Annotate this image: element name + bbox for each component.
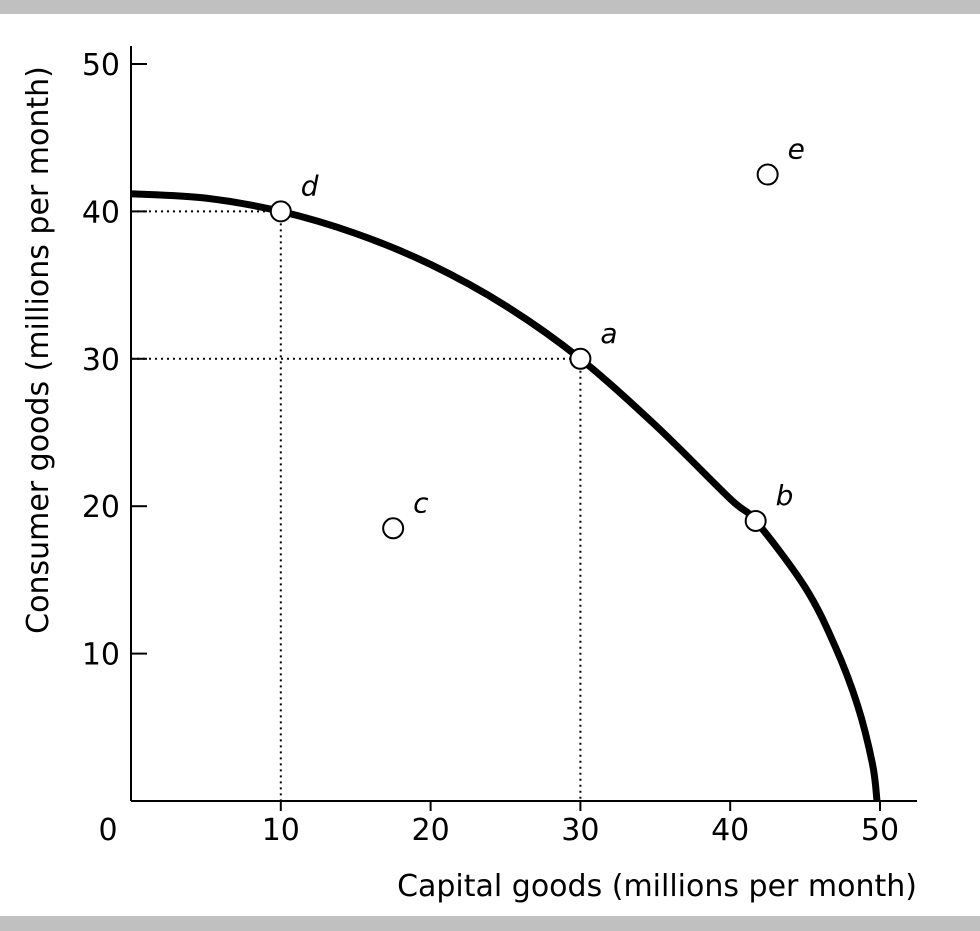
y-tick-label: 20 bbox=[82, 490, 120, 525]
guide-lines bbox=[131, 210, 582, 801]
point-e-label: e bbox=[788, 133, 805, 166]
y-tick-label: 50 bbox=[82, 48, 120, 83]
point-c-label: c bbox=[413, 486, 429, 519]
points-group: a b c d e bbox=[269, 133, 805, 540]
top-border-bar bbox=[0, 0, 980, 14]
y-tick-label: 10 bbox=[82, 638, 120, 673]
point-d-label: d bbox=[301, 169, 319, 202]
x-tick-label: 20 bbox=[412, 813, 450, 848]
point-c-marker bbox=[382, 517, 405, 540]
x-tick-label: 50 bbox=[861, 813, 899, 848]
point-e-marker bbox=[756, 163, 779, 186]
x-axis-title: Capital goods (millions per month) bbox=[397, 869, 917, 904]
y-tick-label: 30 bbox=[82, 343, 120, 378]
axis-ticks: 10 20 30 40 50 10 20 30 40 50 bbox=[82, 48, 899, 848]
origin-label: 0 bbox=[98, 813, 117, 848]
point-a-label: a bbox=[600, 317, 617, 350]
point-b-label: b bbox=[776, 479, 794, 512]
y-axis-title: Consumer goods (millions per month) bbox=[21, 66, 56, 634]
point-d-marker bbox=[269, 200, 292, 223]
ppf-curve bbox=[130, 190, 881, 802]
x-tick-label: 10 bbox=[262, 813, 300, 848]
x-tick-label: 40 bbox=[711, 813, 749, 848]
bottom-border-bar bbox=[0, 916, 980, 931]
point-b-marker bbox=[744, 509, 767, 532]
series-group bbox=[130, 190, 881, 802]
point-a-marker bbox=[569, 347, 592, 370]
x-tick-label: 30 bbox=[561, 813, 599, 848]
y-tick-label: 40 bbox=[82, 195, 120, 230]
